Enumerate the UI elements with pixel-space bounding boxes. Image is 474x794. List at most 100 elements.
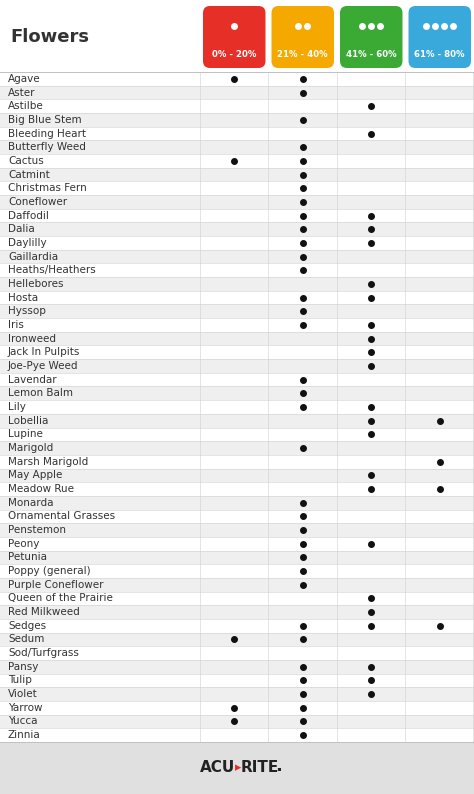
Text: Violet: Violet [8,689,38,700]
Text: Yarrow: Yarrow [8,703,43,713]
Text: Jack In Pulpits: Jack In Pulpits [8,347,81,357]
Bar [0,209,474,222]
FancyBboxPatch shape [340,6,402,68]
FancyBboxPatch shape [409,6,471,68]
Bar [0,441,474,455]
Text: Penstemon: Penstemon [8,525,66,535]
Text: Dalia: Dalia [8,224,35,234]
Bar [0,277,474,291]
Text: Flowers: Flowers [10,29,89,46]
Text: 61% - 80%: 61% - 80% [414,50,465,59]
Bar [0,701,474,715]
Text: Purple Coneflower: Purple Coneflower [8,580,103,590]
Bar [0,592,474,605]
Text: Hosta: Hosta [8,293,38,303]
Text: Queen of the Prairie: Queen of the Prairie [8,593,113,603]
Bar [0,113,474,127]
Text: Agave: Agave [8,74,41,84]
Text: Daffodil: Daffodil [8,210,49,221]
Text: Ironweed: Ironweed [8,333,56,344]
Bar [0,427,474,441]
Bar [0,222,474,236]
Bar [0,250,474,264]
Bar [0,72,474,86]
FancyBboxPatch shape [272,6,334,68]
Bar [0,304,474,318]
Text: 0% - 20%: 0% - 20% [212,50,256,59]
Text: Marsh Marigold: Marsh Marigold [8,457,88,467]
Text: Marigold: Marigold [8,443,53,453]
Bar [0,345,474,359]
Text: Sedum: Sedum [8,634,45,645]
Bar [0,154,474,168]
Bar [0,141,474,154]
Bar [0,99,474,113]
Text: Butterfly Weed: Butterfly Weed [8,142,86,152]
Text: Joe-Pye Weed: Joe-Pye Weed [8,361,79,371]
Bar [0,291,474,304]
Bar [0,359,474,373]
Text: Sod/Turfgrass: Sod/Turfgrass [8,648,79,658]
Text: 21% - 40%: 21% - 40% [277,50,328,59]
Bar [0,332,474,345]
Bar [0,400,474,414]
Text: Yucca: Yucca [8,716,37,727]
Bar [0,127,474,141]
Bar [0,742,474,794]
Bar [0,673,474,688]
Text: Peony: Peony [8,539,39,549]
Bar [0,0,474,72]
Text: Daylilly: Daylilly [8,238,46,248]
Text: Iris: Iris [8,320,24,330]
Bar [0,496,474,510]
Bar [0,168,474,181]
Text: RITE: RITE [241,761,279,776]
Bar [0,510,474,523]
Text: ACU: ACU [200,761,235,776]
Text: Catmint: Catmint [8,170,50,179]
Text: Lavendar: Lavendar [8,375,56,384]
Bar [0,523,474,537]
Text: Christmas Fern: Christmas Fern [8,183,87,193]
Bar [0,728,474,742]
FancyBboxPatch shape [203,6,265,68]
Bar [0,86,474,99]
Text: 41% - 60%: 41% - 60% [346,50,397,59]
Bar [0,373,474,387]
Bar [0,195,474,209]
Bar [0,482,474,496]
Bar [0,660,474,673]
Bar [0,455,474,468]
Text: Sedges: Sedges [8,621,46,630]
Text: Heaths/Heathers: Heaths/Heathers [8,265,96,276]
Text: Meadow Rue: Meadow Rue [8,484,74,494]
Text: Lupine: Lupine [8,430,43,439]
Text: Lobellia: Lobellia [8,416,48,426]
Text: May Apple: May Apple [8,470,63,480]
Bar [0,619,474,633]
Bar [0,236,474,250]
Text: Monarda: Monarda [8,498,54,507]
Bar [0,605,474,619]
Text: Big Blue Stem: Big Blue Stem [8,115,82,125]
Bar [0,688,474,701]
Text: Pansy: Pansy [8,661,38,672]
Text: Astilbe: Astilbe [8,101,44,111]
Text: Petunia: Petunia [8,553,47,562]
Text: Bleeding Heart: Bleeding Heart [8,129,86,138]
Text: Aster: Aster [8,87,36,98]
Bar [0,181,474,195]
Bar [0,468,474,482]
Bar [0,550,474,565]
Text: Gaillardia: Gaillardia [8,252,58,261]
Bar [0,387,474,400]
Text: Ornamental Grasses: Ornamental Grasses [8,511,115,522]
Bar [0,565,474,578]
Text: Lily: Lily [8,402,26,412]
Text: Hyssop: Hyssop [8,306,46,316]
Bar [0,633,474,646]
Text: Coneflower: Coneflower [8,197,67,207]
Text: Poppy (general): Poppy (general) [8,566,91,576]
Text: Cactus: Cactus [8,156,44,166]
Bar [0,646,474,660]
